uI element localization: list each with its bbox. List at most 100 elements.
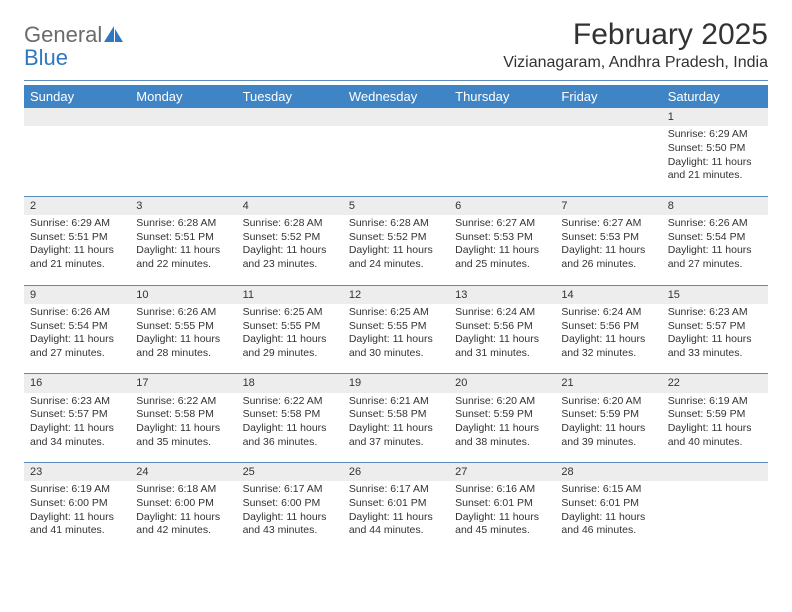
daylight-line: Daylight: 11 hours and 40 minutes. — [668, 422, 762, 449]
day-cell-body: Sunrise: 6:19 AMSunset: 6:00 PMDaylight:… — [24, 481, 130, 542]
day-cell-body: Sunrise: 6:20 AMSunset: 5:59 PMDaylight:… — [555, 393, 661, 454]
sunrise-line: Sunrise: 6:27 AM — [561, 217, 655, 231]
day-number: 7 — [555, 197, 661, 215]
day-number: 14 — [555, 286, 661, 304]
daynum-cell: 6 — [449, 197, 555, 215]
week-row: Sunrise: 6:29 AMSunset: 5:51 PMDaylight:… — [24, 215, 768, 285]
day-number: 19 — [343, 374, 449, 392]
day-cell: Sunrise: 6:27 AMSunset: 5:53 PMDaylight:… — [449, 215, 555, 285]
day-cell-body: Sunrise: 6:27 AMSunset: 5:53 PMDaylight:… — [449, 215, 555, 276]
day-cell: Sunrise: 6:20 AMSunset: 5:59 PMDaylight:… — [449, 393, 555, 463]
day-cell-body: Sunrise: 6:17 AMSunset: 6:01 PMDaylight:… — [343, 481, 449, 542]
sunrise-line: Sunrise: 6:19 AM — [668, 395, 762, 409]
daylight-line: Daylight: 11 hours and 33 minutes. — [668, 333, 762, 360]
day-cell: Sunrise: 6:20 AMSunset: 5:59 PMDaylight:… — [555, 393, 661, 463]
daynum-cell: 13 — [449, 286, 555, 304]
sunset-line: Sunset: 5:54 PM — [30, 320, 124, 334]
sunset-line: Sunset: 6:01 PM — [349, 497, 443, 511]
day-number — [662, 463, 768, 481]
daynum-cell: 21 — [555, 374, 661, 392]
day-number: 1 — [662, 108, 768, 126]
day-cell-body: Sunrise: 6:22 AMSunset: 5:58 PMDaylight:… — [237, 393, 343, 454]
daylight-line: Daylight: 11 hours and 21 minutes. — [30, 244, 124, 271]
header: General Blue February 2025 Vizianagaram,… — [24, 18, 768, 72]
daylight-line: Daylight: 11 hours and 35 minutes. — [136, 422, 230, 449]
day-number: 3 — [130, 197, 236, 215]
daynum-cell: 27 — [449, 463, 555, 481]
day-cell-body — [555, 126, 661, 132]
daylight-line: Daylight: 11 hours and 46 minutes. — [561, 511, 655, 538]
day-cell: Sunrise: 6:15 AMSunset: 6:01 PMDaylight:… — [555, 481, 661, 551]
day-number — [555, 108, 661, 126]
day-cell: Sunrise: 6:23 AMSunset: 5:57 PMDaylight:… — [662, 304, 768, 374]
day-cell — [24, 126, 130, 196]
day-number: 11 — [237, 286, 343, 304]
day-number: 2 — [24, 197, 130, 215]
sunset-line: Sunset: 5:58 PM — [349, 408, 443, 422]
weekday-heading: Wednesday — [343, 85, 449, 108]
day-cell-body: Sunrise: 6:27 AMSunset: 5:53 PMDaylight:… — [555, 215, 661, 276]
title-block: February 2025 Vizianagaram, Andhra Prade… — [503, 18, 768, 72]
daynum-cell — [662, 463, 768, 481]
day-number — [130, 108, 236, 126]
day-cell — [555, 126, 661, 196]
daylight-line: Daylight: 11 hours and 42 minutes. — [136, 511, 230, 538]
sunrise-line: Sunrise: 6:25 AM — [349, 306, 443, 320]
daylight-line: Daylight: 11 hours and 30 minutes. — [349, 333, 443, 360]
daylight-line: Daylight: 11 hours and 37 minutes. — [349, 422, 443, 449]
weekday-heading: Friday — [555, 85, 661, 108]
sunrise-line: Sunrise: 6:24 AM — [561, 306, 655, 320]
sunrise-line: Sunrise: 6:17 AM — [349, 483, 443, 497]
day-number — [24, 108, 130, 126]
day-cell-body: Sunrise: 6:24 AMSunset: 5:56 PMDaylight:… — [555, 304, 661, 365]
sunset-line: Sunset: 5:59 PM — [668, 408, 762, 422]
daylight-line: Daylight: 11 hours and 25 minutes. — [455, 244, 549, 271]
daynum-row: 1 — [24, 108, 768, 126]
sunset-line: Sunset: 6:01 PM — [561, 497, 655, 511]
day-number: 22 — [662, 374, 768, 392]
day-cell: Sunrise: 6:24 AMSunset: 5:56 PMDaylight:… — [555, 304, 661, 374]
day-cell-body: Sunrise: 6:29 AMSunset: 5:50 PMDaylight:… — [662, 126, 768, 187]
day-cell: Sunrise: 6:22 AMSunset: 5:58 PMDaylight:… — [237, 393, 343, 463]
sunrise-line: Sunrise: 6:18 AM — [136, 483, 230, 497]
daynum-cell: 26 — [343, 463, 449, 481]
daynum-cell — [24, 108, 130, 126]
month-title: February 2025 — [503, 18, 768, 52]
daynum-cell: 18 — [237, 374, 343, 392]
daynum-cell: 2 — [24, 197, 130, 215]
sunrise-line: Sunrise: 6:17 AM — [243, 483, 337, 497]
day-cell-body: Sunrise: 6:25 AMSunset: 5:55 PMDaylight:… — [343, 304, 449, 365]
daynum-cell: 8 — [662, 197, 768, 215]
daynum-cell — [343, 108, 449, 126]
weekday-row: Sunday Monday Tuesday Wednesday Thursday… — [24, 85, 768, 108]
sunset-line: Sunset: 5:58 PM — [243, 408, 337, 422]
day-number: 26 — [343, 463, 449, 481]
sunrise-line: Sunrise: 6:23 AM — [668, 306, 762, 320]
sunrise-line: Sunrise: 6:21 AM — [349, 395, 443, 409]
daylight-line: Daylight: 11 hours and 27 minutes. — [30, 333, 124, 360]
day-number — [343, 108, 449, 126]
sunset-line: Sunset: 5:57 PM — [30, 408, 124, 422]
daylight-line: Daylight: 11 hours and 24 minutes. — [349, 244, 443, 271]
daynum-cell: 12 — [343, 286, 449, 304]
sunrise-line: Sunrise: 6:19 AM — [30, 483, 124, 497]
sunrise-line: Sunrise: 6:26 AM — [30, 306, 124, 320]
sunset-line: Sunset: 6:01 PM — [455, 497, 549, 511]
sunset-line: Sunset: 5:58 PM — [136, 408, 230, 422]
sunrise-line: Sunrise: 6:24 AM — [455, 306, 549, 320]
day-cell-body: Sunrise: 6:22 AMSunset: 5:58 PMDaylight:… — [130, 393, 236, 454]
day-cell — [662, 481, 768, 551]
sunset-line: Sunset: 6:00 PM — [30, 497, 124, 511]
day-cell: Sunrise: 6:29 AMSunset: 5:50 PMDaylight:… — [662, 126, 768, 196]
daylight-line: Daylight: 11 hours and 38 minutes. — [455, 422, 549, 449]
daylight-line: Daylight: 11 hours and 39 minutes. — [561, 422, 655, 449]
sunrise-line: Sunrise: 6:26 AM — [668, 217, 762, 231]
day-number: 15 — [662, 286, 768, 304]
logo-sail-icon — [104, 26, 124, 47]
day-cell-body: Sunrise: 6:20 AMSunset: 5:59 PMDaylight:… — [449, 393, 555, 454]
daylight-line: Daylight: 11 hours and 28 minutes. — [136, 333, 230, 360]
day-number: 5 — [343, 197, 449, 215]
daynum-cell: 16 — [24, 374, 130, 392]
daylight-line: Daylight: 11 hours and 41 minutes. — [30, 511, 124, 538]
day-cell-body: Sunrise: 6:24 AMSunset: 5:56 PMDaylight:… — [449, 304, 555, 365]
